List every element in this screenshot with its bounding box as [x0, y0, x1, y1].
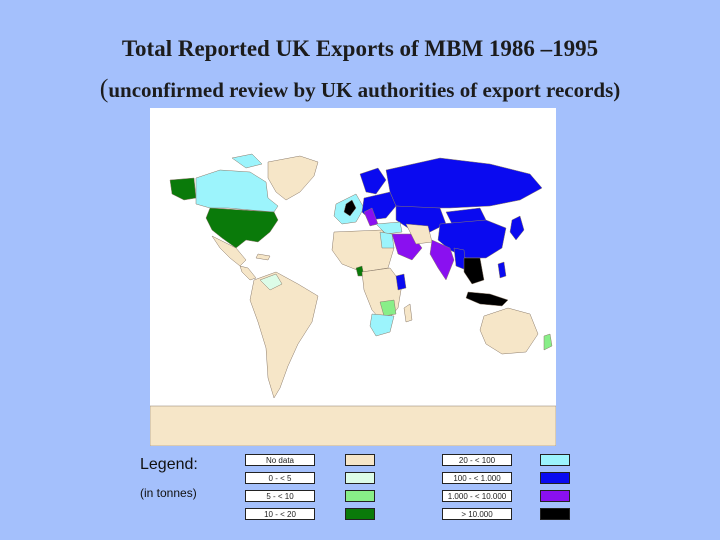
country-greenland	[267, 155, 319, 201]
country-canada	[195, 169, 279, 213]
country-southeast-asia	[463, 257, 485, 285]
legend-label-100-1000: 100 - < 1.000	[442, 472, 512, 484]
legend-swatch-over-10000	[540, 508, 570, 520]
legend-swatch-1000-10000	[540, 490, 570, 502]
country-scandinavia	[359, 167, 387, 195]
legend-label-no-data: No data	[245, 454, 315, 466]
country-central-america	[239, 265, 257, 281]
country-zambia	[379, 299, 397, 317]
subtitle-text: unconfirmed review by UK authorities of …	[108, 78, 621, 102]
subtitle-paren: (	[99, 74, 109, 103]
legend-swatch-0-5	[345, 472, 375, 484]
legend-swatch-20-100	[540, 454, 570, 466]
country-russia	[385, 157, 543, 209]
legend-title: Legend:	[140, 456, 198, 473]
country-indonesia	[465, 291, 509, 307]
country-alaska	[169, 177, 197, 201]
legend-swatch-10-20	[345, 508, 375, 520]
legend-label-20-100: 20 - < 100	[442, 454, 512, 466]
country-venezuela	[259, 273, 283, 291]
country-usa	[205, 207, 279, 249]
region-antarctica	[150, 405, 556, 446]
country-madagascar	[403, 303, 413, 323]
legend-label-1000-10000: 1.000 - < 10.000	[442, 490, 512, 502]
legend-swatch-100-1000	[540, 472, 570, 484]
legend-label-over-10000: > 10.000	[442, 508, 512, 520]
page-subtitle: (unconfirmed review by UK authorities of…	[0, 74, 720, 104]
country-philippines	[497, 261, 507, 279]
country-egypt	[379, 231, 395, 249]
world-map-svg	[150, 153, 556, 446]
country-caribbean	[255, 253, 271, 261]
country-japan	[509, 215, 525, 241]
legend-swatch-no-data	[345, 454, 375, 466]
legend-label-0-5: 0 - < 5	[245, 472, 315, 484]
legend-unit: (in tonnes)	[140, 486, 197, 500]
country-south-america	[249, 271, 319, 399]
legend-label-5-10: 5 - < 10	[245, 490, 315, 502]
country-australia	[479, 307, 539, 355]
country-new-zealand	[543, 333, 553, 351]
legend-label-10-20: 10 - < 20	[245, 508, 315, 520]
legend-swatch-5-10	[345, 490, 375, 502]
world-map	[150, 108, 556, 446]
country-india	[429, 239, 455, 281]
country-uk	[343, 199, 357, 217]
country-canada-islands	[231, 153, 263, 169]
country-south-africa	[369, 313, 395, 337]
country-kenya	[395, 273, 407, 291]
page-title: Total Reported UK Exports of MBM 1986 –1…	[121, 36, 599, 61]
